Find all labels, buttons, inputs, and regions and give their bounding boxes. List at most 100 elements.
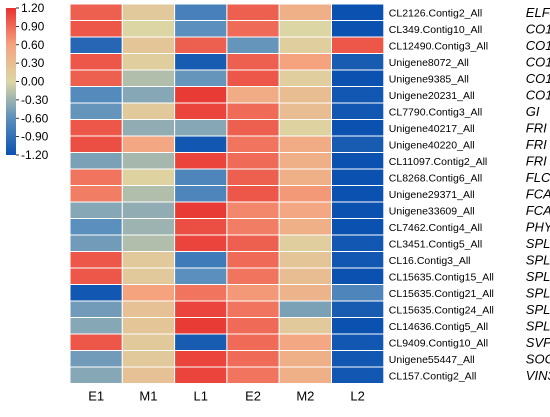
heatmap-cell <box>121 185 176 203</box>
heatmap-cell <box>226 119 280 137</box>
gene-label: SPL1 <box>526 236 550 251</box>
heatmap-cell <box>226 69 280 87</box>
legend-tick-label: -1.20 <box>21 148 49 162</box>
heatmap-cell <box>278 53 333 71</box>
heatmap-cell <box>278 350 333 368</box>
gene-label: SPL15 <box>526 285 550 300</box>
gene-label: VIN3 <box>526 368 550 383</box>
row-id-label: CL15635.Contig24_All <box>389 304 494 316</box>
gene-label: SPL15 <box>526 269 550 284</box>
heatmap-cell <box>174 234 228 252</box>
gene-label: CO14 <box>526 87 550 102</box>
heatmap-cell <box>331 3 385 21</box>
legend-tick-label: 0.00 <box>21 75 45 89</box>
heatmap-cell <box>226 333 280 351</box>
gene-label: CO14 <box>526 71 550 86</box>
row-id-label: CL9409.Contig10_All <box>389 337 488 349</box>
heatmap-cell <box>69 86 123 104</box>
heatmap-cell <box>226 168 280 186</box>
heatmap-cell <box>174 119 228 137</box>
legend-tick-label: -0.60 <box>21 111 49 125</box>
gene-label: FCA <box>526 203 550 218</box>
heatmap-cell <box>226 185 280 203</box>
heatmap-cell <box>278 284 333 302</box>
heatmap-cell <box>174 3 228 21</box>
heatmap-cell <box>331 86 385 104</box>
heatmap-cell <box>69 152 123 170</box>
heatmap-cell <box>331 53 385 71</box>
gene-label: GI <box>526 104 540 119</box>
heatmap-cell <box>174 53 228 71</box>
heatmap-cell <box>278 102 333 120</box>
heatmap-cell <box>174 350 228 368</box>
heatmap-cell <box>278 218 333 236</box>
heatmap-cell <box>226 53 280 71</box>
heatmap-cell <box>174 36 228 54</box>
heatmap-cell <box>174 300 228 318</box>
heatmap-cell <box>174 152 228 170</box>
heatmap-cell <box>331 135 385 153</box>
heatmap-cell <box>226 251 280 269</box>
heatmap-cell <box>278 69 333 87</box>
heatmap-cells <box>69 3 385 384</box>
heatmap-cell <box>69 350 123 368</box>
row-id-label: CL7790.Contig3_All <box>389 106 482 118</box>
heatmap-cell <box>121 53 176 71</box>
heatmap-cell <box>69 53 123 71</box>
gene-label: CO11 <box>526 21 550 36</box>
heatmap-cell <box>331 317 385 335</box>
heatmap-cell <box>121 234 176 252</box>
heatmap-cell <box>174 201 228 219</box>
heatmap-cell <box>121 201 176 219</box>
heatmap-cell <box>278 251 333 269</box>
row-id-label: CL3451.Contig5_All <box>389 238 482 250</box>
heatmap-cell <box>278 234 333 252</box>
heatmap-cell <box>278 267 333 285</box>
heatmap-cell <box>121 366 176 384</box>
heatmap-cell <box>121 135 176 153</box>
column-label: M1 <box>139 389 157 404</box>
row-id-label: CL14636.Contig5_All <box>389 321 488 333</box>
heatmap-cell <box>121 3 176 21</box>
column-labels: E1 M1 L1 E2 M2 L2 <box>88 389 365 404</box>
heatmap-cell <box>69 119 123 137</box>
gene-label: CO13 <box>526 38 550 53</box>
heatmap-cell <box>69 36 123 54</box>
gene-label: FRI <box>526 120 547 135</box>
heatmap-cell <box>278 135 333 153</box>
row-id-label: CL16.Contig3_All <box>389 255 471 267</box>
row-id-label: CL157.Contig2_All <box>389 370 477 382</box>
heatmap-cell <box>226 267 280 285</box>
gene-label: FRI <box>526 153 547 168</box>
column-label: L1 <box>194 389 208 404</box>
heatmap-cell <box>226 152 280 170</box>
heatmap-cell <box>331 267 385 285</box>
heatmap-cell <box>278 36 333 54</box>
heatmap-cell <box>69 267 123 285</box>
heatmap-cell <box>121 284 176 302</box>
heatmap-cell <box>278 119 333 137</box>
gene-label: SPL17 <box>526 318 550 333</box>
heatmap-cell <box>174 102 228 120</box>
heatmap-cell <box>69 333 123 351</box>
row-id-label: Unigene55447_All <box>389 354 475 366</box>
row-id-label: CL7462.Contig4_All <box>389 222 482 234</box>
heatmap-cell <box>174 185 228 203</box>
heatmap-cell <box>226 234 280 252</box>
heatmap-cell <box>69 135 123 153</box>
heatmap-cell <box>278 86 333 104</box>
gene-label: SPL15 <box>526 302 550 317</box>
heatmap-cell <box>331 284 385 302</box>
heatmap-cell <box>121 152 176 170</box>
heatmap-cell <box>121 251 176 269</box>
heatmap-cell <box>331 119 385 137</box>
heatmap-cell <box>278 366 333 384</box>
heatmap-cell <box>226 135 280 153</box>
row-id-label: CL2126.Contig2_All <box>389 7 482 19</box>
row-id-label: Unigene29371_All <box>389 189 475 201</box>
heatmap-cell <box>331 350 385 368</box>
heatmap-cell <box>331 251 385 269</box>
heatmap-cell <box>331 20 385 38</box>
row-id-label: CL15635.Contig21_All <box>389 288 494 300</box>
heatmap-cell <box>278 317 333 335</box>
